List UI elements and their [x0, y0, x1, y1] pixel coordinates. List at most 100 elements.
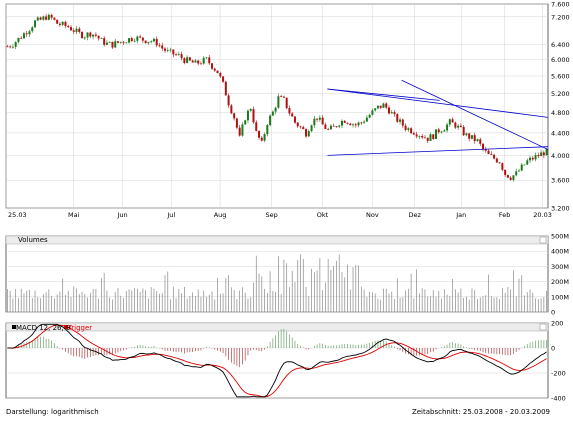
candle-body [396, 114, 399, 122]
candle-body [357, 122, 360, 126]
candle-body [216, 70, 219, 74]
candle-body [111, 41, 114, 48]
candle-body [249, 109, 252, 111]
candle-body [75, 28, 78, 32]
candle-body [42, 16, 45, 20]
candle-body [164, 48, 167, 51]
candle-body [205, 57, 208, 59]
candle-body [512, 175, 515, 180]
candle-body [523, 164, 526, 166]
candle-body [280, 96, 283, 98]
candle-body [94, 34, 97, 36]
candle-body [213, 68, 216, 71]
candle-body [324, 124, 327, 129]
candle-body [343, 120, 346, 123]
price-panel: 3.200 3.600 4.000 4.400 4.800 5.200 5.600 6.000… [5, 1, 570, 219]
candle-body [448, 119, 451, 125]
x-tick-label: Feb [499, 211, 511, 219]
candle-body [6, 46, 9, 48]
candle-body [119, 41, 122, 43]
candle-body [258, 130, 261, 138]
candle-body [139, 36, 142, 38]
candle-body [407, 128, 410, 130]
candle-body [186, 57, 189, 63]
candle-body [97, 35, 100, 39]
candle-body [202, 57, 205, 64]
volume-title: Volumes [18, 236, 48, 244]
candle-body [537, 155, 540, 157]
candle-body [191, 60, 194, 63]
candle-body [100, 38, 103, 39]
candle-body [194, 60, 197, 63]
candle-body [305, 129, 308, 137]
candle-body [401, 119, 404, 126]
candle-body [282, 96, 285, 98]
candle-body [506, 174, 509, 178]
candle-body [103, 38, 106, 45]
candle-body [293, 116, 296, 123]
candle-body [25, 33, 28, 35]
candle-body [211, 63, 214, 69]
y-tick-label: 500M [551, 233, 569, 241]
candle-body [130, 38, 133, 41]
trendline [327, 146, 549, 156]
candle-body [423, 137, 426, 139]
y-tick-label: 4.000 [551, 152, 570, 160]
candle-body [501, 163, 504, 170]
candle-body [479, 139, 482, 144]
candle-body [53, 17, 56, 20]
candle-body [465, 133, 468, 136]
candle-body [382, 103, 385, 108]
candle-body [327, 128, 330, 130]
footer-period-label: Zeitabschnitt: 25.03.2008 - 20.03.2009 [412, 408, 550, 416]
candle-body [78, 28, 81, 32]
candle-body [376, 105, 379, 109]
macd-legend-swatch [12, 325, 16, 329]
candle-body [64, 21, 67, 26]
candle-body [429, 134, 432, 141]
y-tick-label: 6.000 [551, 56, 570, 64]
candle-body [468, 133, 471, 139]
candle-body [28, 31, 31, 35]
candle-body [437, 129, 440, 133]
x-tick-label: Jan [455, 211, 466, 219]
y-tick-label: 4.400 [551, 129, 570, 137]
candle-body [172, 49, 175, 55]
candle-body [197, 60, 200, 64]
x-tick-label: Dez [408, 211, 421, 219]
candle-body [39, 17, 42, 20]
trendline [327, 88, 549, 118]
y-tick-label: 100M [551, 293, 569, 301]
candle-body [58, 23, 61, 25]
y-tick-label: 3.200 [551, 205, 570, 213]
x-tick-label: Aug [214, 211, 227, 219]
candle-body [329, 125, 332, 130]
candle-body [14, 42, 17, 47]
candle-body [219, 73, 222, 77]
candle-body [166, 49, 169, 51]
candle-body [122, 41, 125, 43]
candle-body [72, 30, 75, 32]
y-tick-label: 5.600 [551, 73, 570, 81]
panel-frame [5, 235, 549, 313]
candle-body [531, 157, 534, 160]
candle-body [338, 125, 341, 127]
candle-body [34, 20, 37, 28]
candle-body [136, 36, 139, 41]
candle-body [56, 19, 59, 24]
candle-body [69, 27, 72, 31]
candle-body [302, 127, 305, 130]
y-tick-label: 300M [551, 263, 569, 271]
candle-body [310, 125, 313, 132]
candle-body [252, 109, 255, 123]
candle-body [230, 105, 233, 114]
candle-body [335, 126, 338, 128]
candle-body [321, 117, 324, 125]
y-tick-label: 7.200 [551, 13, 570, 21]
candle-body [360, 122, 363, 124]
candle-body [482, 143, 485, 150]
y-tick-label: 200 [551, 320, 563, 328]
candle-body [152, 38, 155, 42]
candle-body [462, 126, 465, 136]
